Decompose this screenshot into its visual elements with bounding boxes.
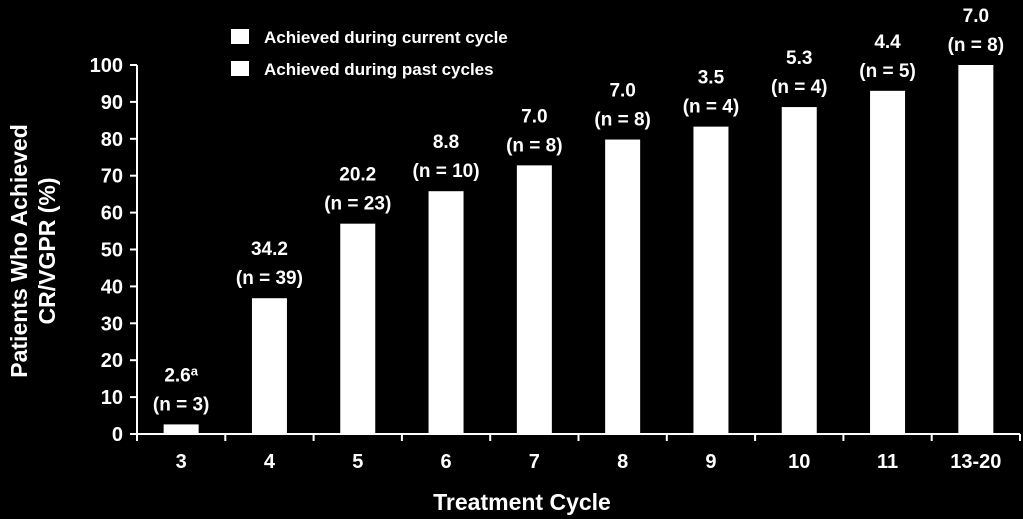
y-tick-label: 60 xyxy=(101,203,123,225)
x-tick-label: 11 xyxy=(877,451,898,473)
y-tick-label: 80 xyxy=(101,129,123,151)
bar xyxy=(428,191,464,434)
bar xyxy=(251,298,287,434)
bar xyxy=(958,65,994,434)
data-label-value: 7.0 xyxy=(609,81,635,102)
data-label-value: 20.2 xyxy=(339,165,376,186)
x-axis: 3 4 5 6 7 8 9 10 11 13-20 xyxy=(136,433,1021,473)
data-label-value: 8.8 xyxy=(433,132,459,153)
y-tick-label: 70 xyxy=(101,166,123,188)
data-label-superscript: a xyxy=(191,363,199,378)
data-label-n: (n = 8) xyxy=(506,135,562,156)
data-label-n: (n = 39) xyxy=(236,268,303,289)
y-tick-label: 20 xyxy=(101,350,123,372)
x-tick-label: 10 xyxy=(788,451,810,473)
y-axis-title-line-2: CR/VGPR (%) xyxy=(34,178,60,325)
data-label-n: (n = 4) xyxy=(683,97,739,118)
x-tick-label: 7 xyxy=(529,451,540,473)
data-label-n: (n = 3) xyxy=(153,394,209,415)
bar xyxy=(516,165,552,435)
y-tick-label: 40 xyxy=(101,276,123,298)
x-tick-label: 13-20 xyxy=(950,451,1001,473)
x-tick-label: 6 xyxy=(440,451,451,473)
y-axis: 0 10 20 30 40 50 60 70 80 90 100 xyxy=(90,55,138,446)
y-axis-title-line-1: Patients Who Achieved xyxy=(6,124,32,377)
bar xyxy=(693,126,729,435)
x-tick-label: 9 xyxy=(705,451,716,473)
data-label-n: (n = 4) xyxy=(771,77,827,98)
bar xyxy=(605,139,641,434)
data-label-n: (n = 8) xyxy=(594,110,650,131)
legend-label: Achieved during past cycles xyxy=(264,60,494,79)
data-label-n: (n = 8) xyxy=(948,35,1004,56)
x-tick-label: 3 xyxy=(176,451,187,473)
y-axis-title: Patients Who Achieved CR/VGPR (%) xyxy=(6,124,60,377)
data-label-value: 2.6a xyxy=(164,363,198,386)
y-tick-label: 0 xyxy=(112,424,123,446)
bar xyxy=(781,107,817,434)
bar xyxy=(163,424,199,434)
data-label-value: 34.2 xyxy=(251,239,288,260)
data-label-value: 3.5 xyxy=(698,68,725,89)
y-tick-label: 100 xyxy=(90,55,123,77)
x-tick-label: 5 xyxy=(352,451,363,473)
bars xyxy=(163,65,994,435)
data-label-n: (n = 10) xyxy=(413,161,480,182)
legend-label: Achieved during current cycle xyxy=(264,28,508,47)
data-label-n: (n = 23) xyxy=(324,194,391,215)
bar xyxy=(340,223,376,434)
x-axis-title: Treatment Cycle xyxy=(433,489,611,515)
y-tick-label: 10 xyxy=(101,387,123,409)
x-tick-label: 4 xyxy=(264,451,276,473)
data-label-value: 7.0 xyxy=(521,106,547,127)
data-labels: 2.6a (n = 3) 34.2 (n = 39) 20.2 (n = 23) 8.8 (n… xyxy=(153,6,1004,415)
data-label-value: 7.0 xyxy=(963,6,989,27)
y-tick-label: 30 xyxy=(101,313,123,335)
y-tick-label: 90 xyxy=(101,92,123,114)
bar xyxy=(870,90,906,434)
legend: Achieved during current cycle Achieved du… xyxy=(231,28,508,79)
data-label-value: 4.4 xyxy=(874,32,901,53)
x-tick-label: 8 xyxy=(617,451,628,473)
legend-swatch xyxy=(231,61,249,76)
data-label-value: 5.3 xyxy=(786,48,812,69)
data-label-n: (n = 5) xyxy=(859,61,915,82)
y-tick-label: 50 xyxy=(101,240,123,262)
legend-swatch xyxy=(231,29,249,44)
